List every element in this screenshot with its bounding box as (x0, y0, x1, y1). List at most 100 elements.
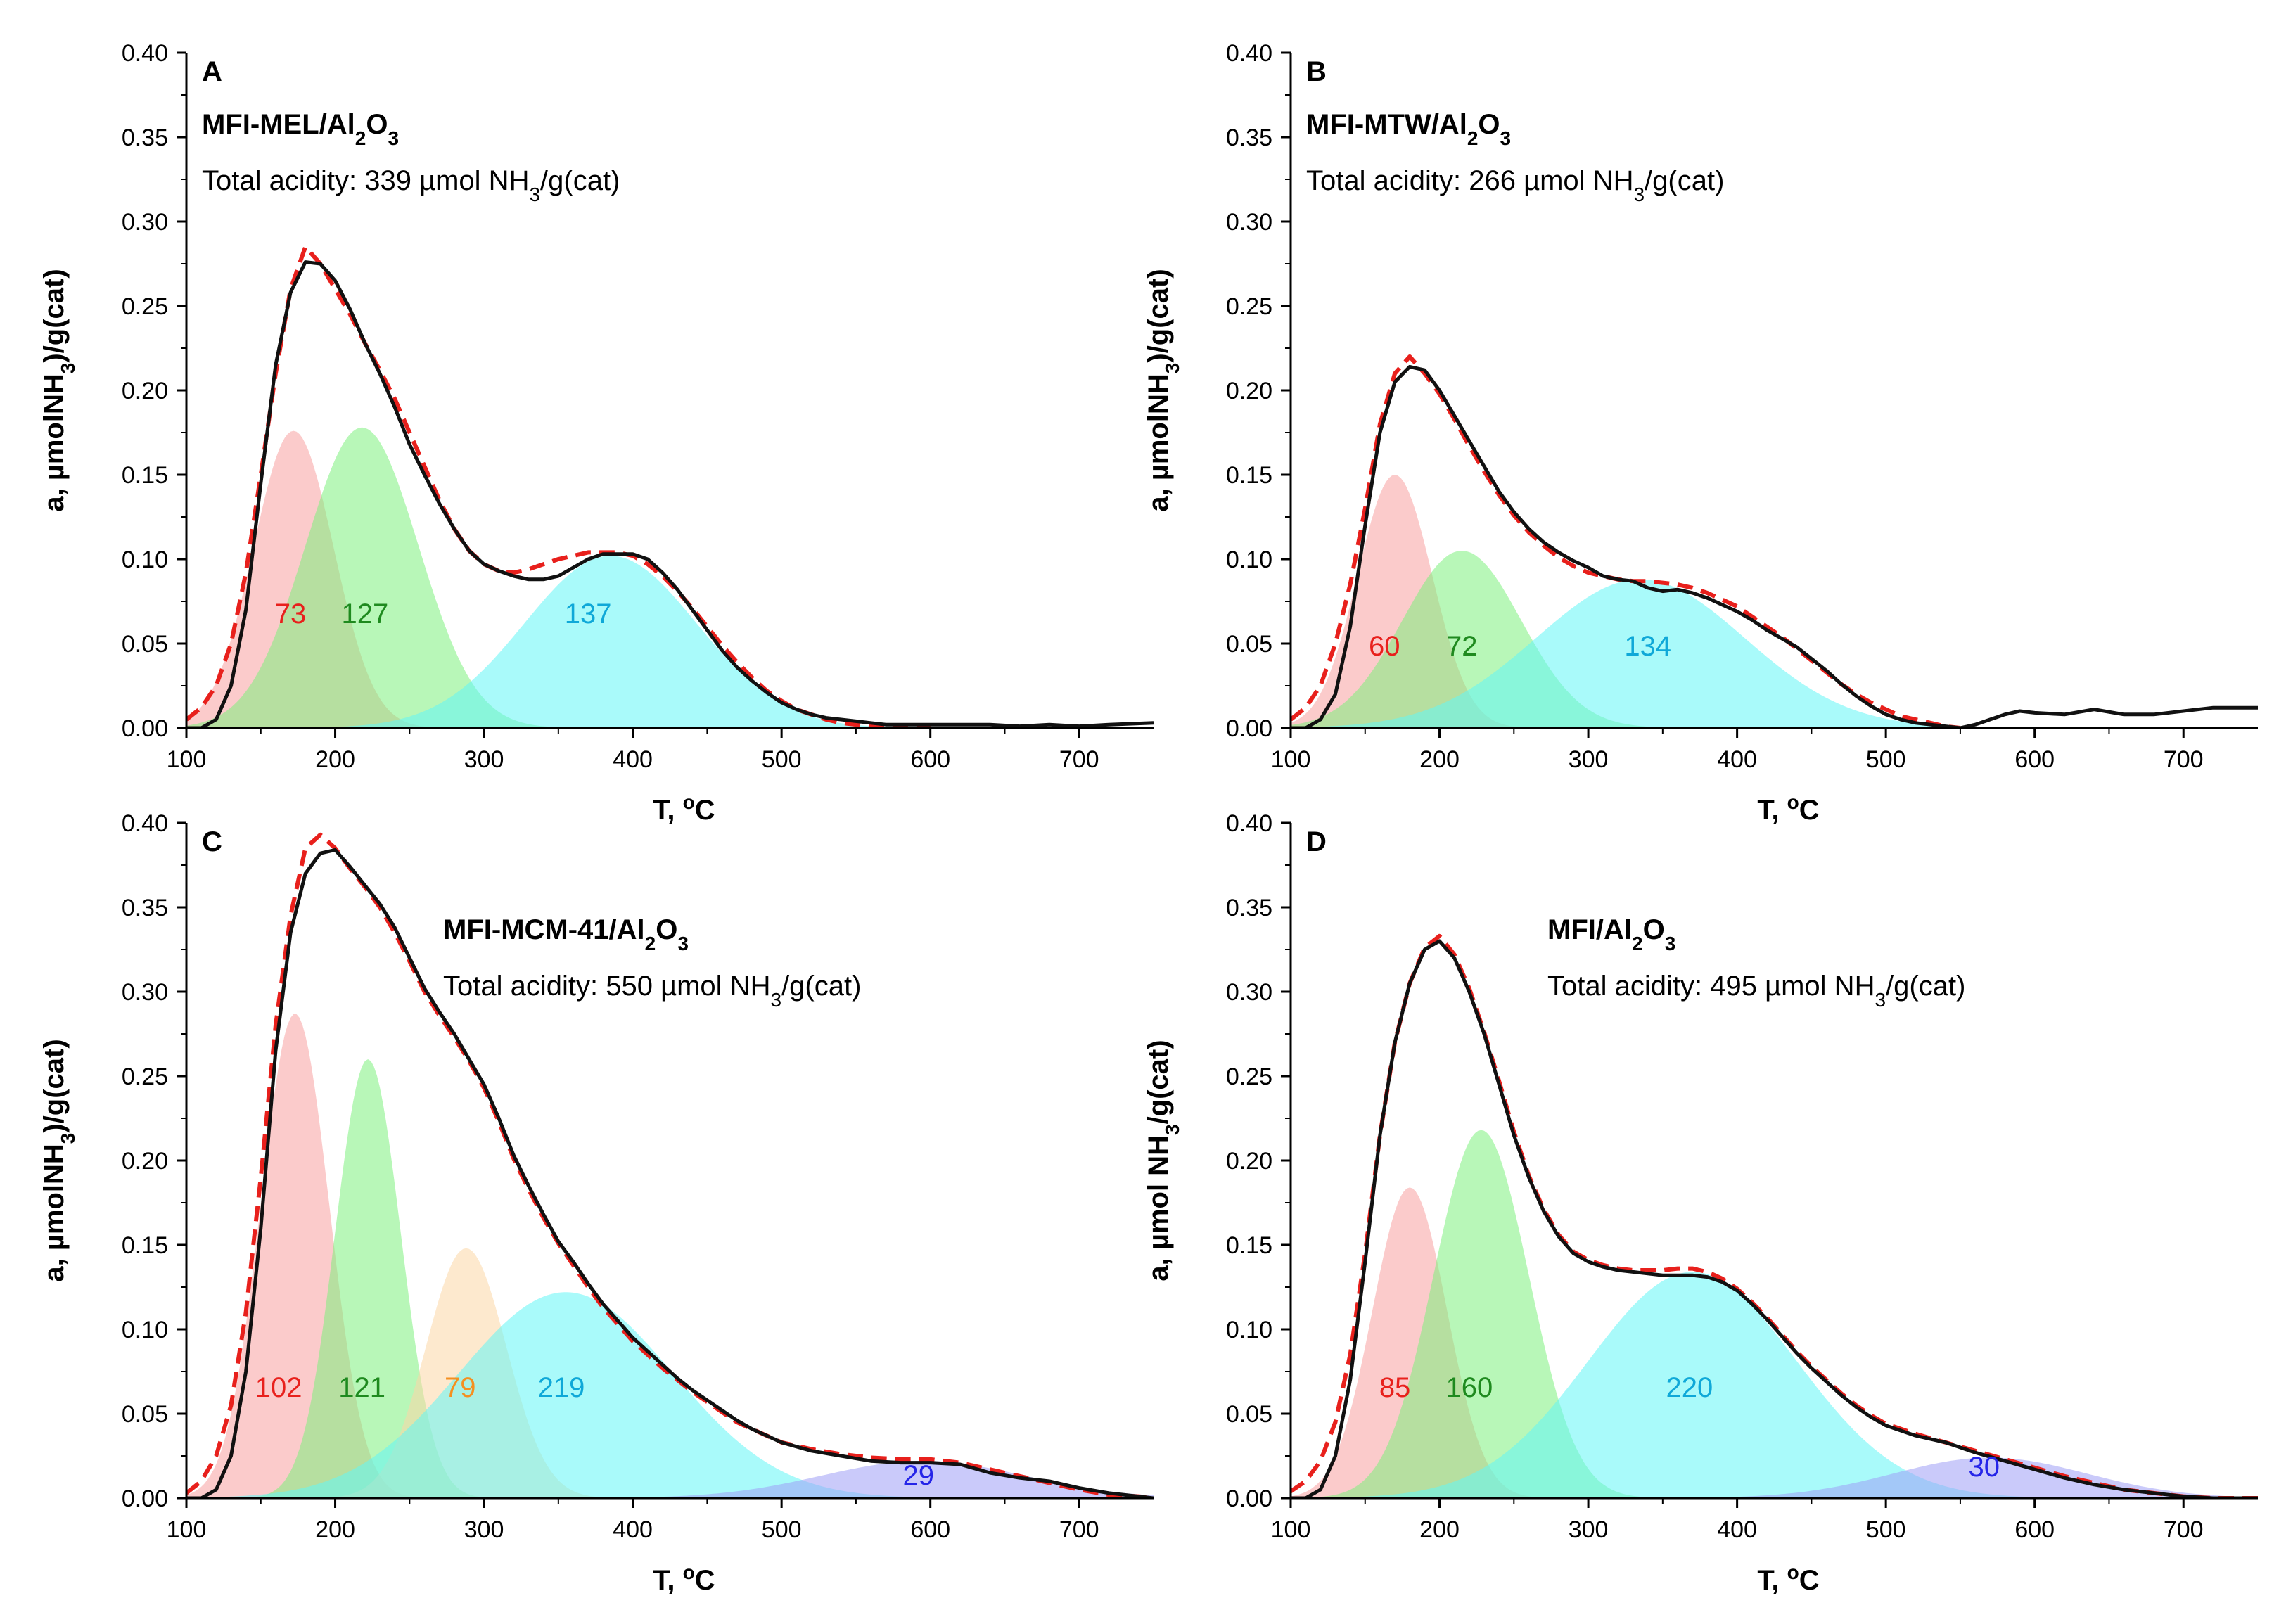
x-tick-label: 400 (1717, 746, 1757, 773)
peak-5-area (186, 1461, 1154, 1498)
panel-letter: B (1306, 56, 1327, 87)
y-tick-label: 0.15 (122, 1232, 168, 1259)
peak-2-label: 127 (341, 599, 388, 629)
y-tick-label: 0.10 (122, 1317, 168, 1343)
plot-area (186, 245, 1154, 728)
y-tick-label: 0.30 (1226, 209, 1272, 236)
x-tick-label: 700 (1059, 1516, 1099, 1543)
y-tick-label: 0.20 (122, 1148, 168, 1175)
x-axis-title: T, oC (1757, 791, 1819, 826)
y-tick-label: 0.20 (1226, 378, 1272, 404)
y-tick-label: 0.25 (1226, 293, 1272, 320)
x-axis-title: T, oC (653, 791, 715, 826)
x-tick-label: 100 (167, 1516, 207, 1543)
y-tick-label: 0.20 (1226, 1148, 1272, 1175)
experimental-curve (186, 260, 1154, 728)
peak-1-area (186, 1014, 1154, 1498)
peak-2-label: 160 (1445, 1372, 1493, 1403)
x-tick-label: 600 (910, 1516, 950, 1543)
y-tick-label: 0.10 (122, 546, 168, 573)
peak-4-area (186, 1292, 1154, 1498)
peak-4-area (1291, 1457, 2258, 1498)
y-tick-label: 0.35 (1226, 124, 1272, 151)
experimental-curve (1291, 939, 2258, 1498)
x-tick-label: 100 (167, 746, 207, 773)
panel-d: 100 200 300 400 500 600 700 0.00 0.05 0.10 0.15 0.2… (1143, 810, 2258, 1596)
experimental-curve (1291, 364, 2258, 728)
x-tick-label: 500 (762, 746, 802, 773)
sample-name: MFI/Al2O3 (1547, 914, 1675, 954)
panel-c: 100 200 300 400 500 600 700 0.00 0.05 0.10 0.15 0.2… (39, 810, 1154, 1596)
x-tick-label: 700 (1059, 746, 1099, 773)
peak-1-label: 60 (1369, 631, 1400, 662)
peak-2-label: 121 (338, 1372, 385, 1403)
y-tick-label: 0.15 (122, 462, 168, 489)
peak-1-label: 102 (255, 1372, 302, 1403)
peak-2-area (186, 1059, 1154, 1498)
y-tick-label: 0.05 (1226, 631, 1272, 658)
peak-3-area (1291, 579, 2258, 728)
y-tick-label: 0.40 (1226, 40, 1272, 67)
y-tick-label: 0.40 (122, 810, 168, 837)
peak-5-label: 29 (903, 1460, 935, 1491)
x-tick-label: 400 (613, 746, 653, 773)
x-tick-label: 500 (1866, 1516, 1906, 1543)
x-tick-label: 300 (1569, 1516, 1609, 1543)
x-tick-label: 200 (315, 1516, 355, 1543)
y-tick-label: 0.40 (1226, 810, 1272, 837)
x-tick-label: 200 (315, 746, 355, 773)
x-tick-label: 300 (1569, 746, 1609, 773)
x-tick-label: 100 (1271, 746, 1311, 773)
y-tick-label: 0.05 (122, 631, 168, 658)
panel-a: 100 200 300 400 500 600 700 0.00 0.05 0.10 0.15 0.2… (39, 40, 1154, 826)
y-tick-label: 0.30 (122, 209, 168, 236)
plot-area (1291, 354, 2258, 728)
sample-name: MFI-MEL/Al2O3 (202, 109, 399, 149)
x-tick-label: 200 (1419, 1516, 1460, 1543)
y-axis-title: a, µmolNH3)/g(cat) (39, 269, 79, 511)
x-tick-label: 400 (1717, 1516, 1757, 1543)
y-tick-label: 0.15 (1226, 1232, 1272, 1259)
panel-b: 100 200 300 400 500 600 700 0.00 0.05 0.10 0.15 0.2… (1143, 40, 2258, 826)
peak-3-label: 137 (565, 599, 612, 629)
peak-3-label: 134 (1624, 631, 1671, 662)
peak-2-area (186, 427, 1154, 728)
peak-1-label: 85 (1379, 1372, 1411, 1403)
sample-name: MFI-MCM-41/Al2O3 (443, 914, 689, 954)
peak-3-label: 220 (1666, 1372, 1713, 1403)
y-tick-label: 0.15 (1226, 462, 1272, 489)
y-tick-label: 0.05 (122, 1401, 168, 1428)
peak-2-label: 72 (1446, 631, 1478, 662)
peak-2-area (1291, 1130, 2258, 1498)
x-axis-title: T, oC (1757, 1561, 1819, 1597)
y-tick-label: 0.10 (1226, 546, 1272, 573)
y-tick-label: 0.00 (122, 1485, 168, 1512)
x-tick-label: 600 (2014, 1516, 2055, 1543)
x-tick-label: 700 (2164, 746, 2204, 773)
y-axis-title: a, µmolNH3)/g(cat) (39, 1039, 79, 1281)
y-axis-title: a, µmol NH3/g(cat) (1143, 1040, 1183, 1281)
y-tick-label: 0.35 (1226, 895, 1272, 921)
total-acidity: Total acidity: 339 µmol NH3/g(cat) (202, 165, 620, 205)
x-tick-label: 400 (613, 1516, 653, 1543)
y-tick-label: 0.30 (122, 979, 168, 1006)
total-acidity: Total acidity: 550 µmol NH3/g(cat) (443, 971, 861, 1011)
sample-name: MFI-MTW/Al2O3 (1306, 109, 1511, 149)
y-tick-label: 0.10 (1226, 1317, 1272, 1343)
panel-letter: D (1306, 826, 1327, 857)
peak-3-area (186, 556, 1154, 728)
y-tick-label: 0.30 (1226, 979, 1272, 1006)
fit-curve (186, 832, 1154, 1498)
peak-3-label: 79 (445, 1372, 476, 1403)
panel-letter: C (202, 826, 222, 857)
panel-letter: A (202, 56, 222, 87)
x-tick-label: 300 (464, 1516, 504, 1543)
experimental-curve (186, 848, 1154, 1498)
x-tick-label: 600 (2014, 746, 2055, 773)
total-acidity: Total acidity: 495 µmol NH3/g(cat) (1547, 971, 1965, 1011)
y-tick-label: 0.25 (122, 293, 168, 320)
y-tick-label: 0.25 (1226, 1063, 1272, 1090)
x-tick-label: 300 (464, 746, 504, 773)
y-tick-label: 0.35 (122, 895, 168, 921)
